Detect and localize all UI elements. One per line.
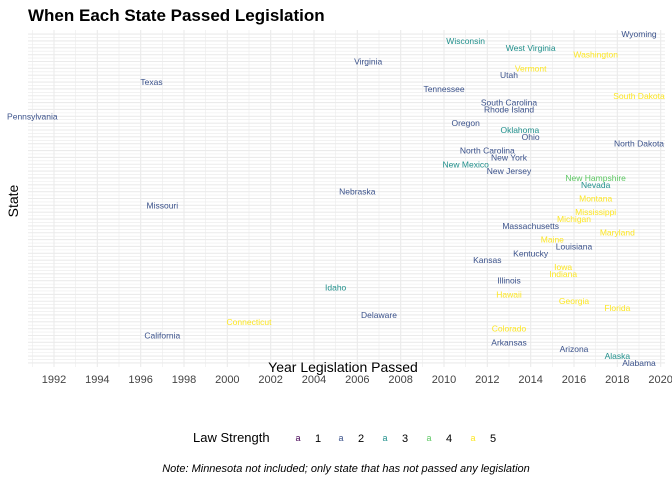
x-axis-title: Year Legislation Passed [268,359,418,375]
x-tick-label: 1996 [128,374,152,386]
state-label-tennessee: Tennessee [423,84,464,94]
state-label-utah: Utah [500,70,518,80]
x-tick-label: 2020 [648,374,672,386]
state-label-virginia: Virginia [354,57,382,67]
state-label-oregon: Oregon [451,118,480,128]
x-tick-label: 2000 [215,374,239,386]
state-label-montana: Montana [579,194,612,204]
state-label-indiana: Indiana [549,269,577,279]
legend-label-1: 1 [315,433,321,445]
state-label-new-york: New York [491,152,528,162]
state-label-washington: Washington [573,50,618,60]
legend: Law Strength a 1 a 2 a 3 a 4 a 5 [193,430,496,445]
x-tick-label: 2012 [475,374,499,386]
state-label-nevada: Nevada [581,180,611,190]
legend-key-2: a [338,433,343,443]
state-label-nebraska: Nebraska [339,187,376,197]
legend-label-4: 4 [446,433,452,445]
x-tick-label: 2006 [345,374,369,386]
state-label-new-jersey: New Jersey [487,166,532,176]
state-label-michigan: Michigan [557,214,591,224]
legend-title: Law Strength [193,430,270,445]
state-label-arkansas: Arkansas [491,337,526,347]
state-label-texas: Texas [140,77,162,87]
x-tick-label: 2014 [518,374,542,386]
state-label-colorado: Colorado [492,324,527,334]
state-label-west-virginia: West Virginia [506,43,556,53]
x-tick-label: 2010 [432,374,456,386]
x-tick-label: 2004 [302,374,326,386]
state-label-north-dakota: North Dakota [614,139,664,149]
state-label-massachusetts: Massachusetts [502,221,559,231]
x-tick-label: 2008 [388,374,412,386]
state-label-missouri: Missouri [147,200,179,210]
legend-label-3: 3 [402,433,408,445]
state-label-georgia: Georgia [559,296,590,306]
state-label-california: California [144,330,180,340]
legend-label-2: 2 [358,433,364,445]
state-label-alabama: Alabama [622,358,656,368]
y-axis-title: State [5,184,21,217]
legend-key-4: a [426,433,431,443]
state-label-delaware: Delaware [361,310,397,320]
state-label-maryland: Maryland [600,228,635,238]
x-tick-label: 2018 [605,374,629,386]
legend-key-3: a [382,433,387,443]
state-label-wisconsin: Wisconsin [446,36,485,46]
x-tick-label: 2016 [562,374,586,386]
state-label-kentucky: Kentucky [513,248,549,258]
state-label-south-dakota: South Dakota [613,91,665,101]
legend-key-1: a [295,433,300,443]
state-label-connecticut: Connecticut [227,317,273,327]
chart-title: When Each State Passed Legislation [28,6,325,25]
state-label-florida: Florida [604,303,630,313]
x-tick-labels: 1992 1994 1996 1998 2000 2002 2004 2006 2008 2010… [42,374,672,386]
state-label-idaho: Idaho [325,283,347,293]
x-tick-label: 1994 [85,374,109,386]
caption: Note: Minnesota not included; only state… [162,463,530,475]
legend-label-5: 5 [490,433,496,445]
state-label-wyoming: Wyoming [621,29,657,39]
state-label-illinois: Illinois [497,276,521,286]
state-label-kansas: Kansas [473,255,501,265]
state-label-arizona: Arizona [560,344,589,354]
legend-key-5: a [470,433,475,443]
major-gridlines [28,30,665,367]
state-label-rhode-island: Rhode Island [484,104,534,114]
state-label-new-mexico: New Mexico [443,159,490,169]
state-label-ohio: Ohio [522,132,540,142]
x-tick-label: 1992 [42,374,66,386]
state-label-pennsylvania: Pennsylvania [7,111,58,121]
state-label-hawaii: Hawaii [496,289,522,299]
x-tick-label: 1998 [172,374,196,386]
x-tick-label: 2002 [258,374,282,386]
state-label-louisiana: Louisiana [556,241,593,251]
state-label-vermont: Vermont [515,63,547,73]
